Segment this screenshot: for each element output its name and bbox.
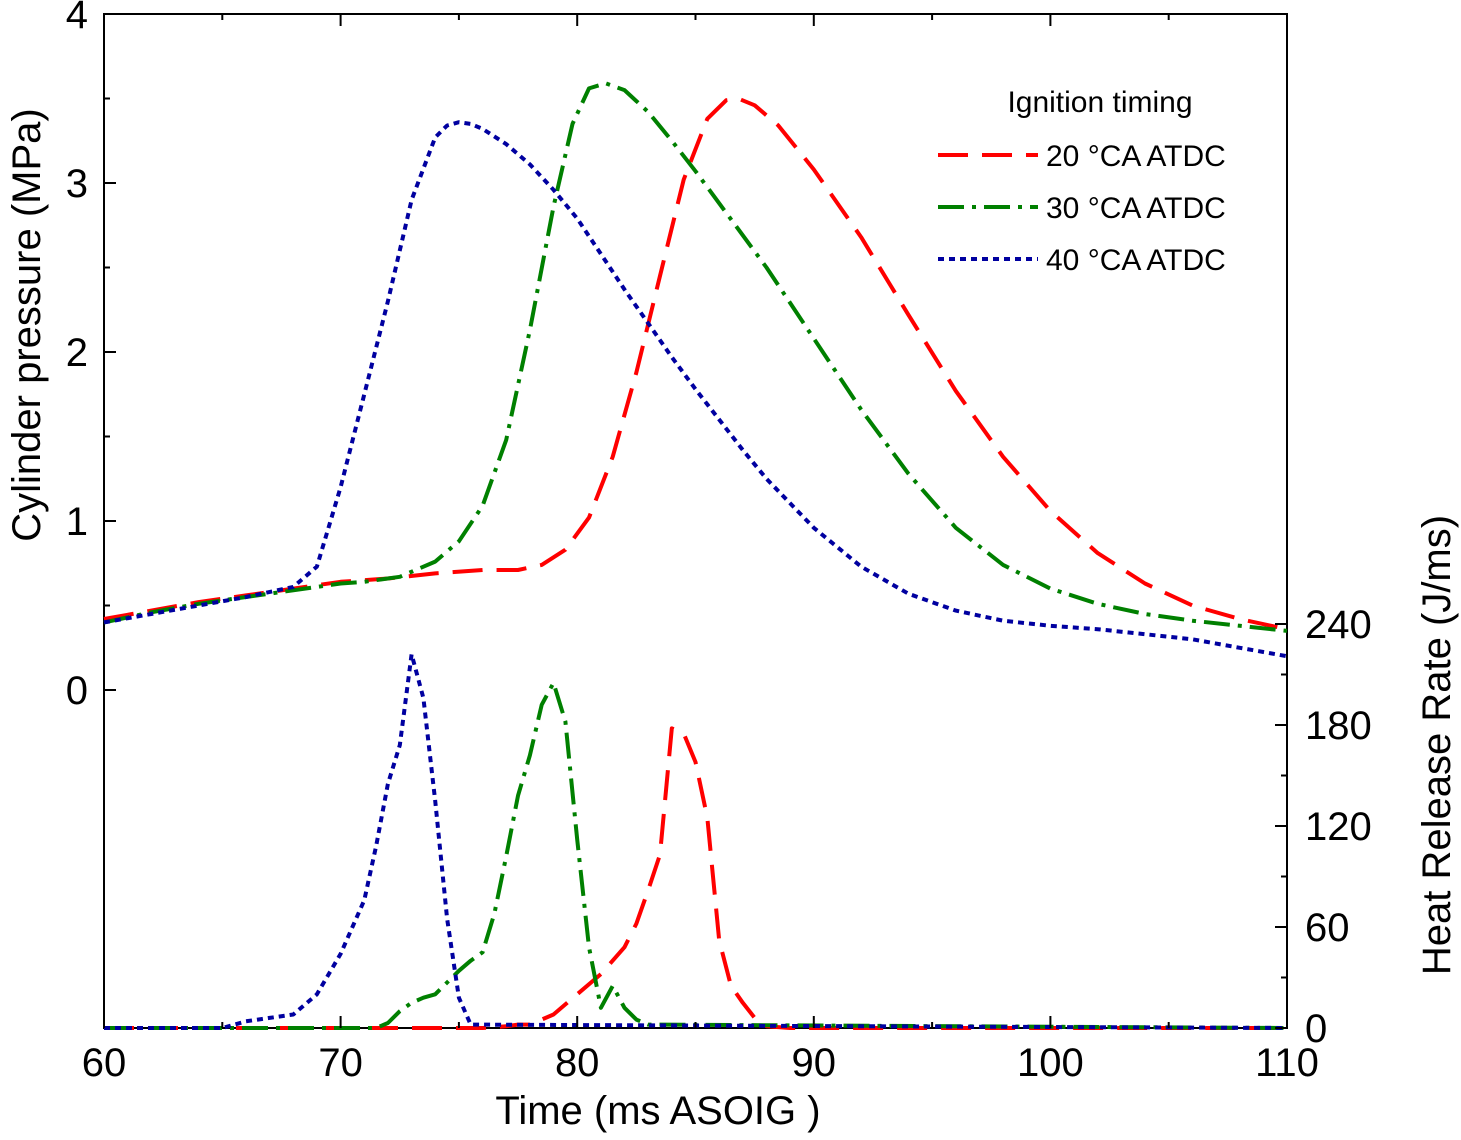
x-tick-label-70: 70 xyxy=(318,1041,363,1085)
legend-label-20: 20 °CA ATDC xyxy=(1046,140,1226,173)
y-left-tick-label-4: 4 xyxy=(66,0,88,37)
x-tick-label-110: 110 xyxy=(1255,1041,1319,1085)
legend: Ignition timing 20 °CA ATDC 30 °CA ATDC … xyxy=(938,86,1226,277)
y-right-tick-label-120: 120 xyxy=(1305,805,1372,849)
pressure-line-40 xyxy=(103,120,1288,659)
x-axis-title: Time (ms ASOIG ) xyxy=(495,1089,820,1133)
legend-title: Ignition timing xyxy=(1007,86,1192,119)
x-tick-label-100: 100 xyxy=(1017,1041,1084,1085)
y-left-tick-label-3: 3 xyxy=(66,162,88,206)
legend-label-40: 40 °CA ATDC xyxy=(1046,244,1226,277)
heat-release-series-group xyxy=(104,652,1288,1030)
pressure-line-20 xyxy=(103,96,1288,632)
y-right-tick-label-180: 180 xyxy=(1305,704,1372,748)
legend-label-30: 30 °CA ATDC xyxy=(1046,192,1226,225)
y-axis-title-left: Cylinder pressure (MPa) xyxy=(5,108,49,541)
hrr-line-20 xyxy=(104,726,1287,1030)
hrr-line-30 xyxy=(104,680,1288,1030)
x-tick-label-60: 60 xyxy=(82,1041,127,1085)
pressure-series-group xyxy=(103,81,1288,659)
x-tick-label-90: 90 xyxy=(792,1041,837,1085)
y-right-tick-label-0: 0 xyxy=(1305,1007,1327,1051)
hrr-line-40 xyxy=(104,652,1288,1030)
y-left-tick-label-1: 1 xyxy=(66,500,88,544)
pressure-line-30 xyxy=(103,81,1288,633)
y-left-tick-label-2: 2 xyxy=(66,331,88,375)
x-tick-label-80: 80 xyxy=(555,1041,600,1085)
y-axis-title-right: Heat Release Rate (J/ms) xyxy=(1415,515,1459,975)
y-right-tick-label-60: 60 xyxy=(1305,906,1350,950)
y-left-tick-label-0: 0 xyxy=(66,669,88,713)
y-right-tick-label-240: 240 xyxy=(1305,603,1372,647)
